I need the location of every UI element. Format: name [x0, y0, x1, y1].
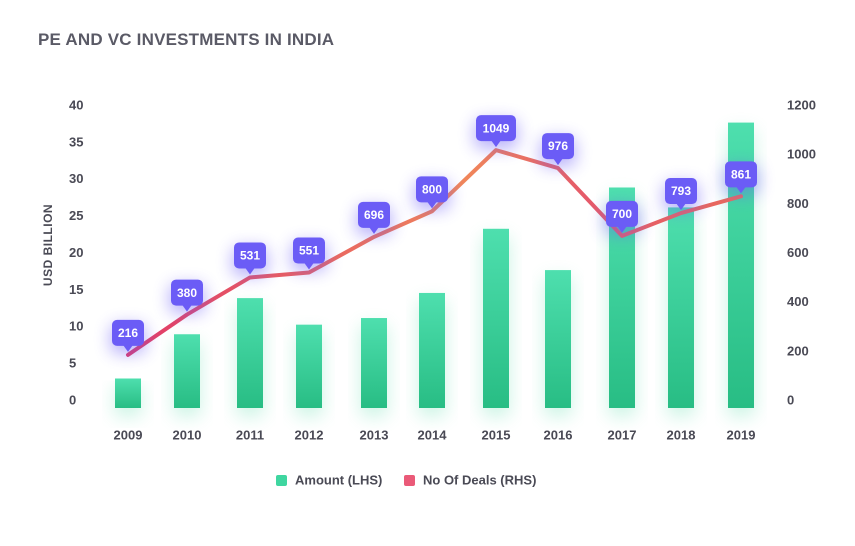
data-label-box [542, 133, 574, 160]
data-label-2015: 1049 [474, 115, 518, 150]
data-label-pointer [182, 304, 192, 312]
x-tick-label: 2017 [608, 427, 637, 442]
x-axis: 2009 2010 2011 2012 2013 2014 2015 2016 2017 2018… [114, 427, 756, 442]
data-label-2012: 551 [291, 237, 327, 272]
data-label-text: 696 [364, 208, 384, 222]
bar-2009 [115, 378, 141, 408]
y-axis-right: 0 200 400 600 800 1000 1200 [787, 97, 816, 407]
legend: Amount (LHS) No Of Deals (RHS) [276, 472, 536, 487]
data-label-pointer [304, 262, 314, 270]
x-tick-label: 2011 [236, 427, 264, 442]
legend-swatch [404, 475, 415, 486]
data-label-text: 531 [240, 249, 260, 263]
x-tick-label: 2018 [667, 427, 696, 442]
y-tick-label: 15 [69, 282, 83, 297]
data-label-box [293, 237, 325, 264]
bar-2015 [483, 228, 509, 408]
data-label-pointer [245, 267, 255, 275]
data-label-box [476, 115, 516, 142]
data-label-text: 380 [177, 286, 197, 300]
data-label-2010: 380 [169, 279, 205, 314]
line-series [126, 148, 743, 357]
bar-2016 [545, 270, 571, 408]
x-tick-label: 2016 [544, 427, 573, 442]
y2-tick-label: 1000 [787, 147, 816, 162]
y-axis-left: 0 5 10 15 20 25 30 35 40 [69, 97, 83, 407]
data-label-pointer [676, 203, 686, 211]
data-label-pointer [123, 344, 133, 352]
y-tick-label: 40 [69, 97, 83, 112]
x-tick-label: 2019 [727, 427, 756, 442]
bar-2010 [174, 334, 200, 408]
bar-2014 [419, 292, 445, 408]
data-label-text: 861 [731, 168, 751, 182]
bar-2012 [296, 324, 322, 408]
y2-tick-label: 400 [787, 294, 809, 309]
data-label-2013: 696 [356, 201, 392, 236]
data-label-box [358, 201, 390, 228]
data-label-box [416, 176, 448, 203]
y2-tick-label: 1200 [787, 97, 816, 112]
y-tick-label: 30 [69, 171, 83, 186]
data-label-box [112, 319, 144, 346]
line-data-labels: 216 380 531 551 696 800 1049 976 700 793 861 [110, 115, 759, 354]
x-tick-label: 2009 [114, 427, 143, 442]
chart-title: PE AND VC INVESTMENTS IN INDIA [38, 30, 335, 49]
data-label-text: 1049 [483, 121, 510, 135]
bar-2018 [668, 207, 694, 408]
data-label-text: 551 [299, 244, 319, 258]
y-tick-label: 5 [69, 356, 76, 371]
y-tick-label: 20 [69, 245, 83, 260]
data-label-box [665, 178, 697, 205]
data-label-pointer [369, 226, 379, 234]
data-label-box [606, 200, 638, 227]
data-label-text: 976 [548, 139, 568, 153]
y-tick-label: 0 [69, 392, 76, 407]
legend-item-amount[interactable]: Amount (LHS) [276, 472, 382, 487]
data-label-2011: 531 [232, 242, 268, 277]
legend-item-deals[interactable]: No Of Deals (RHS) [404, 472, 536, 487]
data-label-text: 793 [671, 184, 691, 198]
deals-line [126, 148, 743, 357]
x-tick-label: 2013 [360, 427, 389, 442]
y2-tick-label: 0 [787, 392, 794, 407]
data-label-pointer [617, 225, 627, 233]
bar-series [115, 122, 754, 409]
y-tick-label: 10 [69, 319, 83, 334]
bar-2011 [237, 298, 263, 408]
data-label-2009: 216 [110, 319, 146, 354]
y2-tick-label: 200 [787, 343, 809, 358]
x-tick-label: 2014 [418, 427, 448, 442]
data-label-2014: 800 [414, 176, 450, 211]
data-label-2016: 976 [540, 133, 576, 168]
data-label-2019: 861 [723, 161, 759, 196]
bar-2013 [361, 318, 387, 408]
y2-tick-label: 600 [787, 245, 809, 260]
legend-label: Amount (LHS) [295, 472, 382, 487]
legend-swatch [276, 475, 287, 486]
data-label-text: 800 [422, 183, 442, 197]
data-label-box [234, 242, 266, 269]
y-axis-title: USD BILLION [41, 204, 55, 286]
legend-label: No Of Deals (RHS) [423, 472, 536, 487]
data-label-box [725, 161, 757, 188]
data-label-text: 700 [612, 207, 632, 221]
x-tick-label: 2010 [173, 427, 202, 442]
data-label-box [171, 279, 203, 306]
x-tick-label: 2015 [482, 427, 511, 442]
data-label-pointer [736, 186, 746, 194]
data-label-2018: 793 [663, 178, 699, 213]
data-label-pointer [427, 201, 437, 209]
data-label-pointer [491, 140, 501, 148]
y2-tick-label: 800 [787, 196, 809, 211]
data-label-2017: 700 [604, 200, 640, 235]
x-tick-label: 2012 [295, 427, 324, 442]
y-tick-label: 25 [69, 208, 83, 223]
y-tick-label: 35 [69, 134, 83, 149]
data-label-pointer [553, 158, 563, 166]
data-label-text: 216 [118, 326, 138, 340]
